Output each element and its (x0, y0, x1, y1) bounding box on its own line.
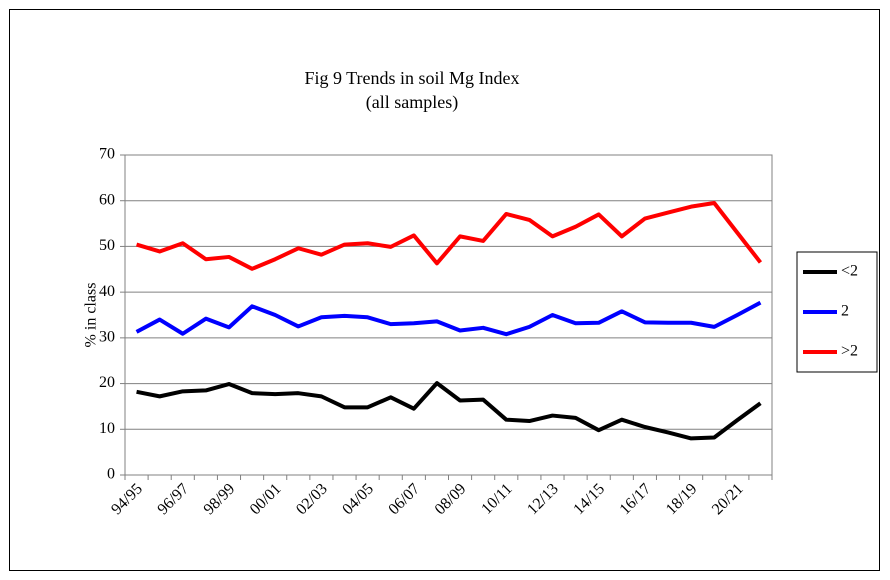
chart-frame (9, 9, 880, 571)
chart-title: Fig 9 Trends in soil Mg Index (304, 68, 519, 88)
y-tick-label: 40 (99, 283, 115, 300)
legend-label: >2 (841, 343, 858, 360)
series-line (136, 381, 762, 441)
y-tick-label: 60 (99, 191, 115, 208)
chart-subtitle: (all samples) (366, 92, 458, 113)
y-tick-label: 30 (99, 329, 115, 346)
y-tick-label: 20 (99, 374, 115, 391)
legend-label: 2 (841, 303, 849, 320)
y-axis-label: % in class (83, 283, 100, 348)
y-tick-label: 0 (107, 466, 115, 483)
y-tick-label: 50 (99, 237, 115, 254)
series-line (135, 201, 763, 271)
legend-label: <2 (841, 263, 858, 280)
series-line (135, 300, 762, 337)
y-tick-label: 70 (99, 146, 115, 163)
y-tick-label: 10 (99, 420, 115, 437)
